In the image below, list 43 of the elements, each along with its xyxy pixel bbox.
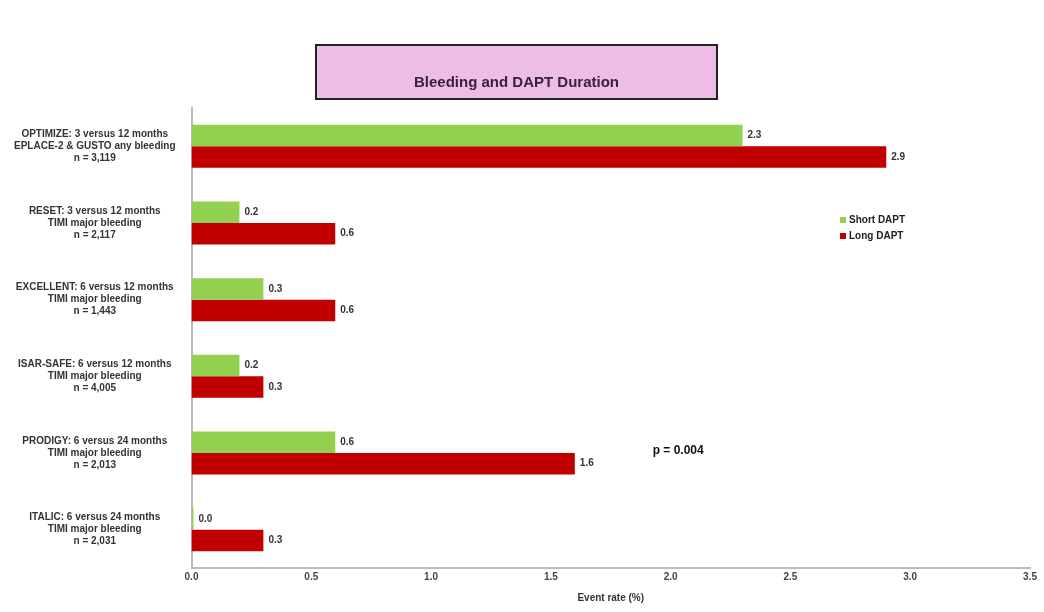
x-tick-label: 0.0 [184,570,199,582]
data-label: 2.3 [747,129,762,141]
x-axis-title: Event rate (%) [577,591,645,603]
y-tick-label: ITALIC: 6 versus 24 months TIMI major bleeding n = 2,031 [29,511,161,547]
y-tick-label: RESET: 3 versus 12 months TIMI major bleeding n = 2,117 [28,204,162,240]
x-tick-label: 2.0 [663,570,679,582]
y-tick-label: ISAR-SAFE: 6 versus 12 months TIMI major bleeding n = 4,005 [18,358,172,394]
data-label: 0.2 [244,206,259,218]
y-tick-label: OPTIMIZE: 3 versus 12 months EPLACE-2 & GUSTO any bleeding n = 3,119 [14,128,176,164]
bar [191,529,264,552]
data-label: 0.3 [268,534,283,546]
data-label: 1.6 [579,457,595,469]
data-label: 0.3 [268,380,283,392]
x-tick-label: 2.5 [783,570,798,582]
data-label: 0.6 [340,436,355,448]
chart-title: Bleeding and DAPT Duration [315,44,718,100]
x-tick-label: 1.0 [424,570,439,582]
y-tick-label: EXCELLENT: 6 versus 12 months TIMI major bleeding n = 1,443 [15,281,175,317]
data-label: 0.3 [268,282,283,294]
bar [191,508,194,530]
legend-label: Long DAPT [849,229,904,241]
annotation: p = 0.004 [652,443,705,458]
bar [191,453,575,475]
x-tick-label: 3.5 [1023,570,1038,582]
data-label: 2.9 [891,150,906,162]
data-label: 0.2 [244,359,259,371]
y-tick-label: PRODIGY: 6 versus 24 months TIMI major bleeding n = 2,013 [22,434,168,470]
legend-label: Short DAPT [849,213,906,225]
bar [191,278,264,300]
bar [191,146,887,168]
bar [191,201,240,223]
x-tick-label: 1.5 [543,570,559,582]
bar [191,223,336,245]
data-label: 0.6 [340,227,355,239]
bar [191,431,336,453]
bar [191,354,240,377]
data-label: 0.0 [198,512,213,524]
bar [191,299,336,322]
bar [191,376,264,398]
bar [191,124,743,147]
data-label: 0.6 [340,304,355,316]
x-tick-label: 0.5 [304,570,319,582]
x-tick-label: 3.0 [903,570,918,582]
